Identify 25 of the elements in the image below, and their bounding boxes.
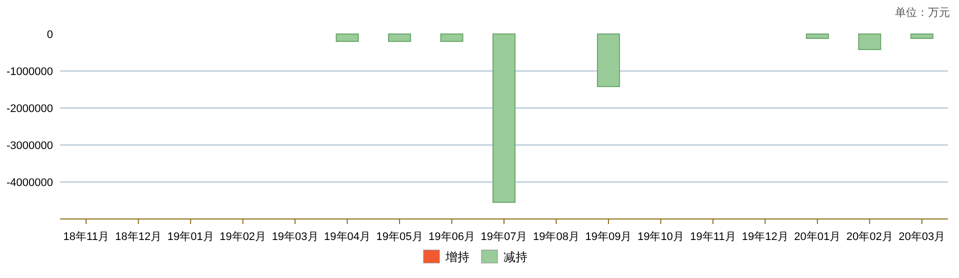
- x-tick-label: 19年03月: [272, 231, 318, 243]
- x-tick-label: 19年09月: [585, 231, 632, 243]
- x-tick-label: 19年05月: [376, 231, 423, 243]
- x-tick-label: 19年08月: [532, 231, 580, 243]
- x-tick-label: 20年02月: [846, 231, 893, 243]
- y-tick-label: 0: [46, 29, 53, 41]
- y-tick-label: -3000000: [6, 140, 53, 152]
- y-tick-label: -4000000: [6, 177, 53, 189]
- x-tick-label: 18年12月: [115, 231, 162, 243]
- text: 单位：万元: [895, 6, 950, 19]
- x-tick-label: 19年04月: [324, 231, 371, 243]
- x-tick-label: 20年03月: [898, 231, 946, 243]
- x-tick-label: 18年11月: [63, 231, 109, 243]
- legend-label: 增持: [444, 250, 470, 264]
- x-tick-label: 19年01月: [167, 231, 214, 243]
- x-tick-label: 19年02月: [220, 231, 266, 243]
- y-tick-label: -2000000: [6, 103, 53, 115]
- legend-label: 减持: [504, 250, 528, 264]
- x-tick-label: 19年10月: [637, 231, 684, 243]
- x-tick-label: 19年06月: [428, 231, 476, 243]
- x-tick-label: 19年07月: [480, 231, 528, 243]
- x-tick-label: 20年01月: [794, 231, 841, 243]
- x-tick-label: 19年11月: [690, 231, 736, 243]
- y-tick-label: -1000000: [6, 66, 53, 78]
- x-tick-label: 19年12月: [742, 231, 788, 243]
